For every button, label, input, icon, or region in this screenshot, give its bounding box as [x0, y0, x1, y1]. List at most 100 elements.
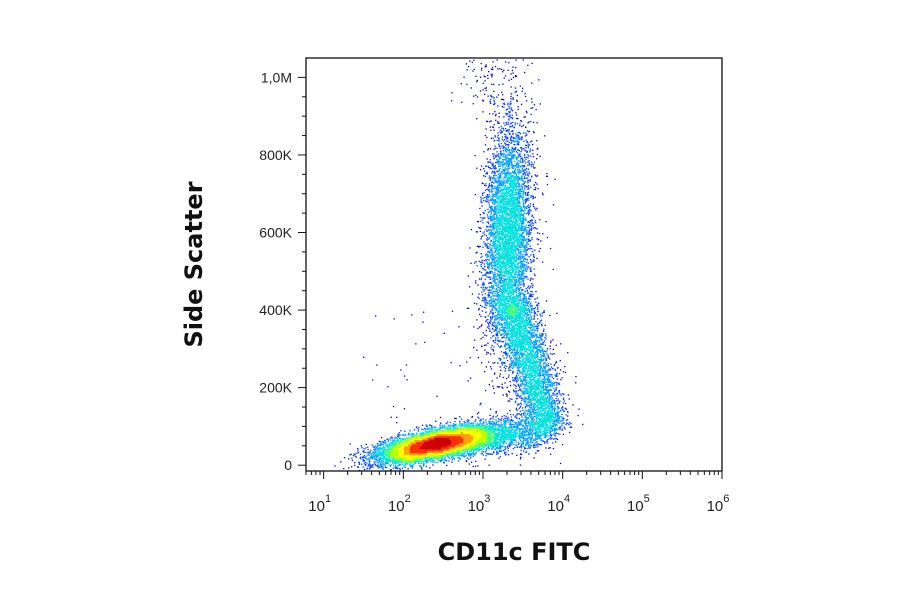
event-dot — [520, 147, 523, 149]
event-dot — [491, 66, 494, 69]
event-dot — [362, 458, 364, 460]
event-dot — [448, 456, 450, 458]
event-dot — [492, 423, 494, 425]
event-dot — [389, 469, 391, 471]
event-dot — [374, 448, 376, 450]
event-dot — [492, 293, 494, 295]
event-dot — [502, 94, 504, 96]
event-dot — [424, 428, 427, 431]
event-dot — [480, 201, 482, 203]
event-dot — [429, 460, 431, 462]
event-dot — [375, 451, 377, 453]
event-dot — [506, 154, 508, 156]
event-dot — [497, 330, 499, 333]
event-dot — [470, 461, 473, 463]
event-dot — [517, 182, 519, 184]
event-dot — [555, 400, 558, 402]
event-dot — [532, 440, 534, 442]
event-dot — [487, 226, 489, 228]
event-dot — [534, 249, 536, 251]
event-dot — [481, 452, 483, 455]
event-dot — [377, 467, 380, 469]
event-dot — [483, 170, 486, 172]
event-dot — [536, 238, 538, 240]
event-dot — [398, 434, 400, 436]
event-dot — [515, 141, 518, 143]
event-dot — [522, 303, 524, 305]
event-dot — [497, 132, 499, 134]
event-dot — [490, 303, 492, 305]
event-dot — [545, 221, 547, 223]
event-dot — [466, 69, 468, 71]
event-dot — [555, 428, 557, 430]
event-dot — [522, 380, 524, 382]
event-dot — [503, 336, 505, 339]
event-dot — [482, 82, 484, 84]
event-dot — [506, 113, 508, 115]
event-dot — [509, 355, 511, 357]
event-dot — [374, 445, 376, 447]
event-dot — [498, 290, 500, 292]
event-dot — [492, 225, 495, 227]
event-dot — [492, 238, 494, 240]
event-dot — [527, 243, 530, 245]
event-dot — [537, 346, 539, 348]
event-dot — [532, 332, 534, 334]
event-dot — [427, 427, 429, 430]
event-dot — [466, 452, 468, 454]
event-dot — [555, 386, 557, 389]
event-dot — [479, 271, 481, 273]
event-dot — [442, 458, 444, 460]
event-dot — [497, 271, 499, 273]
event-dot — [480, 227, 482, 229]
event-dot — [495, 194, 497, 196]
event-dot — [499, 450, 501, 452]
event-dot — [501, 127, 503, 129]
event-dot — [484, 316, 487, 318]
event-dot — [563, 426, 565, 428]
event-dot — [489, 264, 491, 266]
event-dot — [503, 278, 505, 280]
event-dot — [556, 372, 558, 374]
event-dot — [523, 269, 525, 271]
event-dot — [487, 195, 489, 197]
event-dot — [504, 139, 506, 141]
event-dot — [551, 382, 553, 384]
event-dot — [524, 228, 526, 231]
event-dot — [493, 170, 496, 173]
event-dot — [488, 268, 490, 270]
event-dot — [505, 156, 507, 158]
event-dot — [506, 108, 508, 110]
event-dot — [509, 107, 511, 109]
event-dot — [489, 313, 491, 315]
event-dot — [545, 175, 548, 177]
event-dot — [520, 447, 522, 449]
event-dot — [509, 423, 511, 426]
event-dot — [488, 204, 490, 206]
event-dot — [378, 462, 380, 464]
event-dot — [523, 154, 525, 156]
event-dot — [494, 319, 496, 321]
event-dot — [511, 150, 514, 152]
event-dot — [381, 467, 383, 469]
event-dot — [532, 329, 534, 331]
event-dot — [529, 173, 531, 175]
event-dot — [520, 195, 522, 197]
event-dot — [547, 382, 550, 384]
event-dot — [540, 336, 542, 338]
event-dot — [499, 279, 501, 281]
event-dot — [507, 346, 509, 348]
event-dot — [491, 181, 493, 183]
event-dot — [480, 271, 483, 274]
event-dot — [358, 461, 360, 463]
event-dot — [491, 318, 493, 320]
event-dot — [499, 278, 501, 280]
event-dot — [523, 299, 525, 301]
event-dot — [530, 315, 532, 318]
event-dot — [498, 288, 500, 290]
event-dot — [385, 442, 387, 444]
event-dot — [517, 134, 519, 136]
event-dot — [357, 447, 359, 450]
event-dot — [529, 437, 531, 439]
event-dot — [526, 233, 528, 235]
